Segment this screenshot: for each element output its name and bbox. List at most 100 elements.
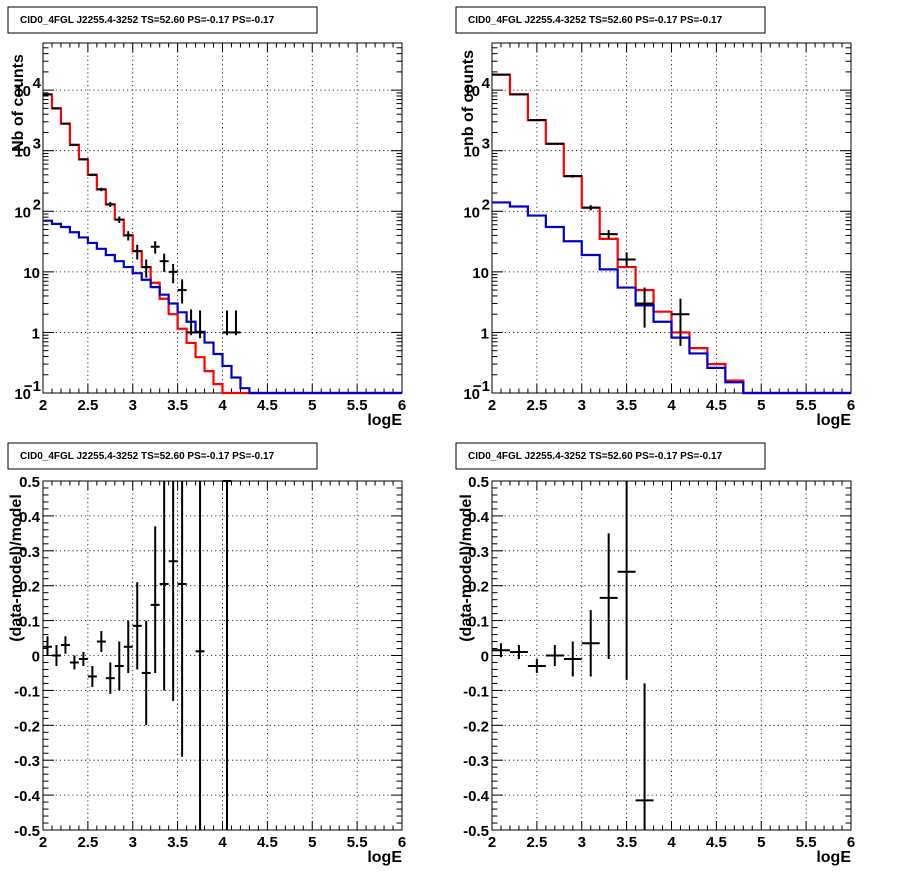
x-tick-label: 5: [308, 397, 316, 414]
x-tick-label: 2.5: [77, 834, 98, 851]
data-point: [168, 263, 178, 284]
data-point: [195, 310, 205, 339]
y-axis-label: (data-model)/model: [458, 494, 475, 642]
chart-panel-3: 2 2.5 3 3.5 4 4.5 5 5.5 6logE-0.5-0.4-0.3-0.2-0.…: [7, 442, 406, 866]
y-tick-label: 0: [481, 649, 489, 666]
y-tick-label: 10: [472, 265, 489, 282]
data-point: [545, 142, 564, 145]
plot-title-text: CID0_4FGL J2255.4-3252 TS=52.60 PS=-0.17…: [468, 15, 723, 26]
data-point: [87, 173, 97, 177]
data-point: [617, 252, 636, 268]
y-axis-label: nb of counts: [460, 50, 477, 146]
data-point: [132, 244, 142, 260]
plot-frame: [42, 480, 403, 831]
x-tick-label: 2: [488, 397, 496, 414]
x-tick-label: 2.5: [77, 397, 98, 414]
data-point: [617, 481, 636, 680]
x-tick-label: 5.5: [347, 397, 368, 414]
data-points: [43, 480, 232, 830]
y-tick-label: -0.3: [463, 753, 489, 770]
y-tick-label: 10: [463, 386, 480, 403]
y-tick-label: 0.4: [468, 509, 490, 526]
y-tick-label: 0.5: [468, 474, 489, 491]
data-point: [159, 481, 169, 691]
data-point: [60, 636, 70, 654]
y-tick-label: 0.1: [468, 614, 489, 631]
data-points: [492, 481, 654, 830]
data-point: [635, 683, 654, 830]
x-tick-label: 4: [667, 397, 676, 414]
data-point: [509, 93, 528, 96]
y-tick-label: 0.2: [19, 579, 40, 596]
data-point: [177, 279, 187, 304]
data-point: [563, 641, 582, 677]
data-point: [671, 298, 690, 346]
data-point: [563, 174, 582, 178]
y-tick-label-exponent: 3: [33, 136, 41, 153]
y-tick-label: 10: [463, 83, 480, 100]
y-tick-label-exponent: 2: [482, 196, 490, 213]
data-point: [581, 610, 600, 677]
data-point: [545, 645, 564, 666]
y-tick-label: 0.3: [19, 544, 40, 561]
x-tick-label: 4.5: [257, 834, 278, 851]
data-point: [132, 582, 142, 670]
y-tick-label: 10: [14, 386, 31, 403]
x-tick-label: 4.5: [257, 397, 278, 414]
x-tick-label: 3.5: [616, 397, 637, 414]
plot-title-text: CID0_4FGL J2255.4-3252 TS=52.60 PS=-0.17…: [20, 451, 275, 462]
y-tick-label: 0.1: [19, 614, 40, 631]
plot-title-text: CID0_4FGL J2255.4-3252 TS=52.60 PS=-0.17…: [20, 15, 275, 26]
data-point: [43, 93, 52, 96]
y-axis-label: (data-model)/model: [8, 494, 25, 642]
plot-frame: [42, 42, 403, 394]
x-axis: 2 2.5 3 3.5 4 4.5 5 5.5 6: [488, 481, 855, 851]
y-tick-label: 0.5: [19, 474, 40, 491]
y-tick-label: 10: [14, 144, 31, 161]
y-tick-label-exponent: −1: [473, 378, 490, 395]
data-point: [168, 481, 178, 701]
data-point: [509, 645, 528, 659]
data-point: [69, 655, 79, 670]
y-axis: -0.5 -0.4 -0.3 -0.2 -0.1 0 0.1 0.2 0.3 0.4 0.5: [463, 474, 851, 840]
x-axis-label: logE: [816, 849, 851, 866]
x-axis: 2 2.5 3 3.5 4 4.5 5 5.5 6: [488, 43, 855, 414]
x-tick-label: 3: [129, 397, 137, 414]
model-total-histogram: [492, 73, 851, 395]
x-axis-label: logE: [367, 849, 402, 866]
data-point: [159, 253, 169, 272]
y-tick-label: -0.5: [463, 823, 489, 840]
y-tick-label-exponent: 4: [482, 75, 491, 92]
y-tick-label: -0.3: [14, 753, 40, 770]
data-point: [78, 158, 88, 161]
x-tick-label: 5: [757, 834, 765, 851]
data-point: [527, 658, 546, 673]
x-tick-label: 2: [488, 834, 496, 851]
y-axis-label: Nb of counts: [10, 54, 27, 152]
x-tick-label: 4: [218, 397, 227, 414]
x-tick-label: 5.5: [347, 834, 368, 851]
y-tick-label: -0.2: [463, 718, 489, 735]
y-tick-label: -0.4: [463, 788, 490, 805]
data-point: [123, 231, 133, 241]
x-tick-label: 3.5: [616, 834, 637, 851]
plot-title: CID0_4FGL J2255.4-3252 TS=52.60 PS=-0.17…: [7, 442, 318, 470]
y-tick-label: 1: [32, 325, 40, 342]
data-point: [141, 620, 151, 726]
grid-lines: [42, 480, 403, 831]
data-point: [195, 481, 205, 830]
x-tick-label: 4: [218, 834, 227, 851]
data-point: [51, 645, 61, 666]
y-tick-label: -0.1: [463, 683, 489, 700]
x-axis: 2 2.5 3 3.5 4 4.5 5 5.5 6: [39, 481, 406, 851]
data-point: [222, 480, 232, 830]
plot-title-box: [7, 442, 318, 470]
data-points: [43, 93, 241, 339]
data-point: [105, 202, 115, 207]
y-tick-label: -0.5: [14, 823, 40, 840]
x-tick-label: 3.5: [167, 397, 188, 414]
data-point: [60, 122, 70, 125]
